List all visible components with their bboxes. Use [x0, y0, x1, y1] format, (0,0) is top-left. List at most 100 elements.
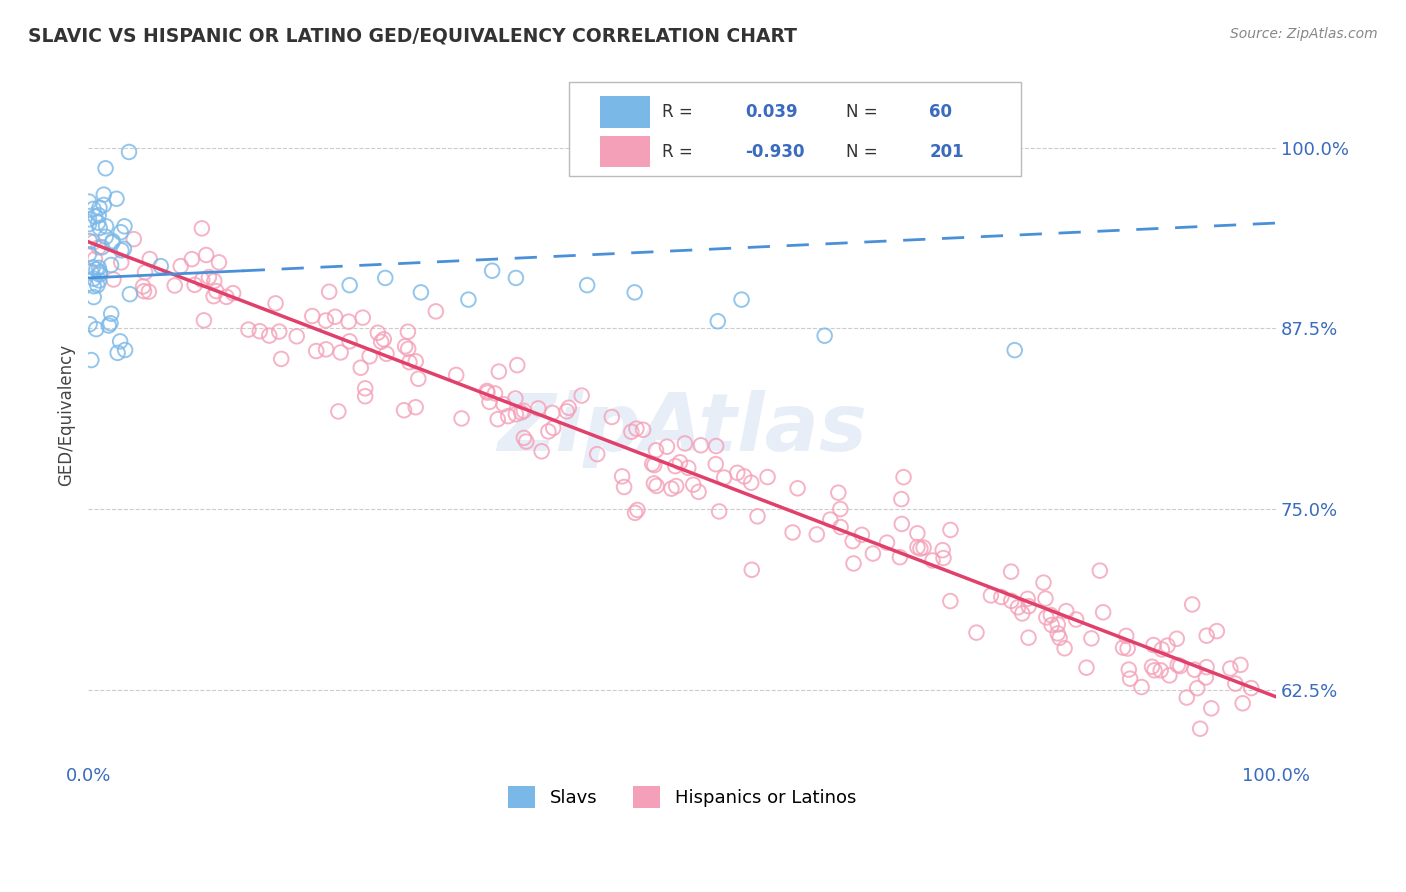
Point — [505, 271, 527, 285]
Point — [980, 589, 1002, 603]
Point — [1156, 639, 1178, 653]
Point — [673, 436, 696, 450]
Point — [392, 403, 415, 417]
Point — [478, 395, 501, 409]
Point — [87, 240, 110, 254]
Point — [105, 192, 128, 206]
Point — [87, 216, 110, 230]
Point — [83, 271, 105, 285]
Text: Source: ZipAtlas.com: Source: ZipAtlas.com — [1230, 27, 1378, 41]
Point — [100, 307, 122, 321]
Point — [405, 401, 427, 415]
Text: -0.930: -0.930 — [745, 143, 804, 161]
Point — [264, 296, 287, 310]
Point — [97, 318, 120, 333]
Text: 60: 60 — [929, 103, 952, 120]
Point — [643, 476, 665, 491]
Point — [655, 440, 678, 454]
Point — [1064, 612, 1087, 626]
Point — [1140, 659, 1163, 673]
Point — [1088, 564, 1111, 578]
Point — [1080, 632, 1102, 646]
Point — [163, 278, 186, 293]
Point — [339, 334, 361, 349]
Point — [786, 481, 808, 495]
Point — [89, 265, 111, 279]
Point — [77, 247, 100, 261]
Point — [1150, 663, 1173, 677]
Point — [149, 259, 172, 273]
Point — [249, 324, 271, 338]
Point — [370, 334, 392, 349]
Point — [132, 279, 155, 293]
Point — [1032, 575, 1054, 590]
Point — [183, 277, 205, 292]
Point — [122, 232, 145, 246]
Point — [315, 343, 337, 357]
Point — [688, 484, 710, 499]
Point — [626, 503, 648, 517]
Point — [1039, 607, 1062, 622]
Point — [756, 470, 779, 484]
Point — [1229, 657, 1251, 672]
Point — [375, 347, 398, 361]
Point — [623, 285, 645, 300]
Point — [208, 255, 231, 269]
Point — [352, 310, 374, 325]
Point — [100, 316, 122, 330]
Point — [620, 425, 643, 439]
Point — [939, 523, 962, 537]
Point — [505, 407, 527, 421]
Point — [890, 516, 912, 531]
Point — [87, 260, 110, 275]
Point — [1053, 641, 1076, 656]
Point — [238, 323, 260, 337]
Point — [110, 255, 132, 269]
Point — [576, 278, 599, 293]
Point — [114, 343, 136, 357]
Point — [91, 240, 114, 254]
Point — [301, 309, 323, 323]
Point — [373, 332, 395, 346]
Point — [337, 315, 360, 329]
Point — [1201, 701, 1223, 715]
Point — [1205, 624, 1227, 639]
Point — [180, 252, 202, 267]
Point — [893, 470, 915, 484]
Point — [484, 386, 506, 401]
Point — [600, 409, 623, 424]
Point — [1054, 604, 1077, 618]
Point — [1118, 663, 1140, 677]
Point — [354, 389, 377, 403]
Point — [543, 421, 565, 435]
Point — [1035, 610, 1057, 624]
Point — [110, 225, 132, 239]
Point — [1232, 696, 1254, 710]
Point — [486, 412, 509, 426]
Point — [905, 526, 928, 541]
Point — [80, 353, 103, 368]
Point — [1168, 659, 1191, 673]
Point — [367, 326, 389, 340]
Point — [910, 541, 932, 556]
Text: N =: N = — [846, 103, 883, 120]
Point — [198, 270, 221, 285]
Point — [425, 304, 447, 318]
Point — [477, 385, 499, 400]
Point — [643, 458, 665, 472]
Point — [741, 563, 763, 577]
Text: ZipAtlas: ZipAtlas — [498, 390, 868, 468]
Point — [506, 358, 529, 372]
Point — [704, 457, 727, 471]
Point — [1007, 600, 1029, 615]
Point — [350, 360, 373, 375]
Point — [689, 438, 711, 452]
Point — [396, 325, 419, 339]
Point — [409, 285, 432, 300]
Point — [396, 342, 419, 356]
Point — [222, 286, 245, 301]
Point — [354, 381, 377, 395]
Point — [84, 252, 107, 266]
Point — [555, 404, 578, 418]
Point — [541, 406, 564, 420]
